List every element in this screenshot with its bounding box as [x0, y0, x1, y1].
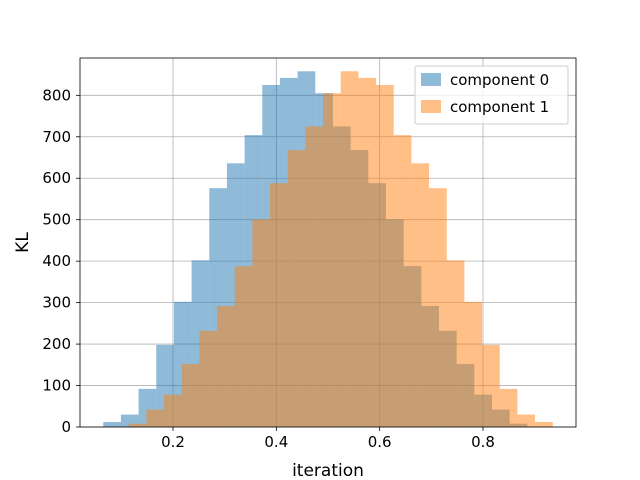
y-tick-label: 400	[42, 252, 71, 270]
histogram-bar	[103, 422, 121, 427]
histogram-bar	[517, 414, 536, 427]
histogram-bar	[234, 266, 253, 427]
histogram-bar	[217, 305, 235, 427]
histogram-bar	[482, 344, 500, 427]
histogram-bar	[358, 77, 377, 427]
histogram-bar	[376, 84, 394, 428]
histogram-bar	[535, 422, 553, 427]
histogram-bar	[499, 388, 518, 427]
y-tick-label: 600	[42, 169, 71, 187]
histogram-bar	[323, 93, 341, 427]
y-axis-label: KL	[13, 232, 33, 253]
histogram-bar	[393, 135, 412, 427]
histogram-bar	[181, 363, 200, 427]
y-tick-label: 800	[42, 86, 71, 104]
histogram-bar	[146, 409, 165, 427]
y-tick-label: 200	[42, 335, 71, 353]
histogram-bar	[429, 188, 447, 427]
histogram-bar	[128, 423, 147, 427]
histogram-bar	[164, 394, 182, 427]
legend-swatch-component-1	[421, 100, 441, 113]
x-tick-label: 0.8	[471, 433, 495, 451]
histogram-bar	[199, 330, 218, 427]
histogram-bar	[411, 163, 430, 427]
histogram-bar	[287, 150, 306, 427]
y-tick-label: 500	[42, 211, 71, 229]
plot-area-frame	[79, 57, 577, 428]
series-component-1	[128, 71, 553, 428]
histogram-bar	[252, 219, 271, 427]
y-tick-label: 100	[42, 377, 71, 395]
y-tick-label: 0	[61, 418, 71, 436]
y-tick-label: 700	[42, 128, 71, 146]
legend-label-component-0: component 0	[450, 71, 549, 89]
y-axis-ticks: 0 100 200 300 400 500 600 700 800	[42, 86, 80, 436]
legend-swatch-component-0	[421, 73, 441, 86]
histogram-bar	[270, 183, 288, 427]
y-tick-label: 300	[42, 294, 71, 312]
histogram-bar	[305, 126, 324, 428]
x-tick-label: 0.2	[161, 433, 185, 451]
histogram-bar	[464, 301, 483, 427]
x-axis-label: iteration	[292, 461, 364, 480]
x-axis-ticks: 0.2 0.4 0.6 0.8	[161, 427, 495, 451]
legend-box	[414, 65, 569, 125]
histogram-bar	[340, 71, 359, 427]
x-tick-label: 0.6	[368, 433, 392, 451]
histogram-bar	[446, 260, 465, 427]
x-tick-label: 0.4	[264, 433, 288, 451]
legend: component 0 component 1	[414, 65, 569, 125]
legend-label-component-1: component 1	[450, 98, 549, 116]
